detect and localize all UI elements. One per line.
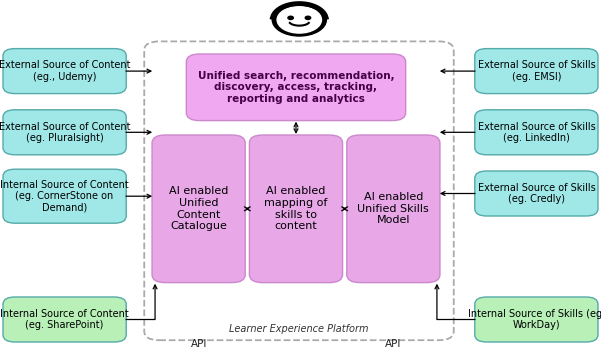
FancyBboxPatch shape bbox=[186, 54, 406, 121]
Text: API: API bbox=[191, 339, 207, 349]
Text: Unified search, recommendation,
discovery, access, tracking,
reporting and analy: Unified search, recommendation, discover… bbox=[198, 71, 394, 104]
Text: External Source of Content
(eg. Pluralsight): External Source of Content (eg. Pluralsi… bbox=[0, 122, 130, 143]
FancyBboxPatch shape bbox=[475, 110, 598, 155]
Text: Learner Experience Platform: Learner Experience Platform bbox=[229, 324, 369, 334]
FancyBboxPatch shape bbox=[475, 297, 598, 342]
FancyBboxPatch shape bbox=[249, 135, 343, 283]
Text: External Source of Skills
(eg. Credly): External Source of Skills (eg. Credly) bbox=[478, 183, 595, 204]
Circle shape bbox=[305, 16, 311, 19]
Text: AI enabled
Unified Skills
Model: AI enabled Unified Skills Model bbox=[358, 192, 429, 225]
FancyBboxPatch shape bbox=[347, 135, 440, 283]
Text: Internal Source of Content
(eg. SharePoint): Internal Source of Content (eg. SharePoi… bbox=[0, 309, 129, 330]
Text: External Source of Skills
(eg. LinkedIn): External Source of Skills (eg. LinkedIn) bbox=[478, 122, 595, 143]
Circle shape bbox=[272, 4, 326, 36]
Text: Internal Source of Skills (eg.
WorkDay): Internal Source of Skills (eg. WorkDay) bbox=[468, 309, 601, 330]
FancyBboxPatch shape bbox=[3, 49, 126, 94]
Text: External Source of Content
(eg., Udemy): External Source of Content (eg., Udemy) bbox=[0, 60, 130, 82]
FancyBboxPatch shape bbox=[475, 49, 598, 94]
Text: AI enabled
mapping of
skills to
content: AI enabled mapping of skills to content bbox=[264, 186, 328, 231]
Text: External Source of Skills
(eg. EMSI): External Source of Skills (eg. EMSI) bbox=[478, 60, 595, 82]
FancyBboxPatch shape bbox=[152, 135, 245, 283]
FancyBboxPatch shape bbox=[3, 297, 126, 342]
FancyBboxPatch shape bbox=[3, 169, 126, 223]
FancyBboxPatch shape bbox=[475, 171, 598, 216]
Circle shape bbox=[288, 16, 293, 19]
FancyBboxPatch shape bbox=[3, 110, 126, 155]
Text: API: API bbox=[385, 339, 401, 349]
Text: Internal Source of Content
(eg. CornerStone on
Demand): Internal Source of Content (eg. CornerSt… bbox=[0, 180, 129, 213]
Text: AI enabled
Unified
Content
Catalogue: AI enabled Unified Content Catalogue bbox=[169, 186, 228, 231]
Circle shape bbox=[277, 6, 322, 33]
